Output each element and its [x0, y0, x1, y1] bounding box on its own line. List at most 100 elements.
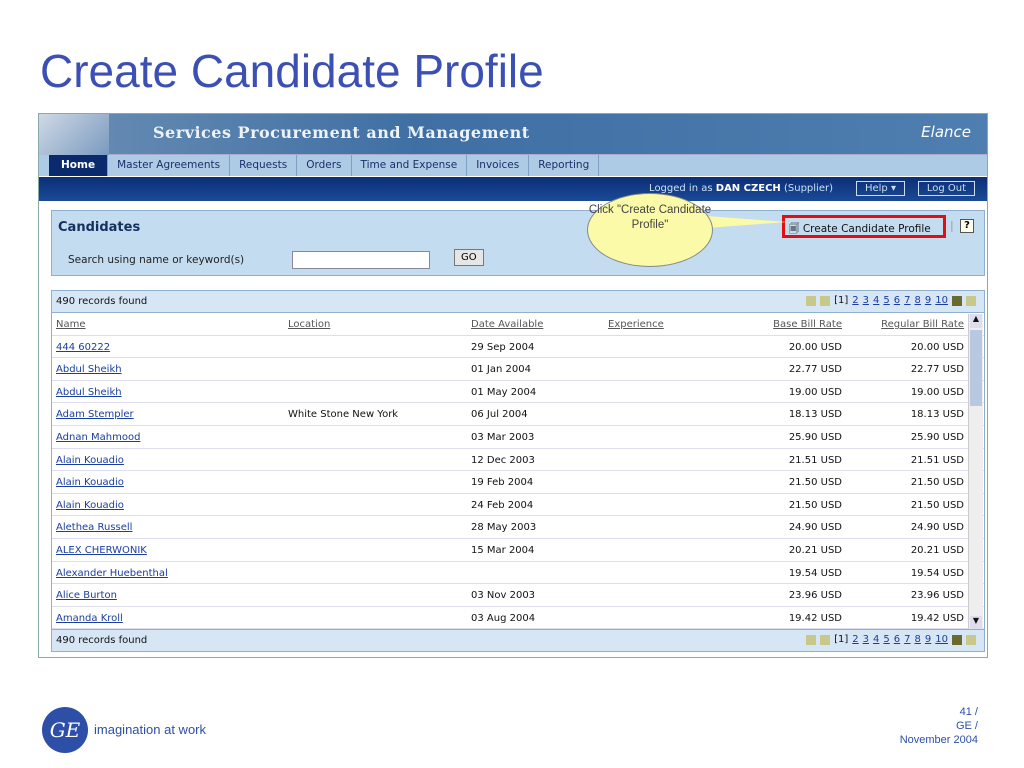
- candidate-link[interactable]: ALEX CHERWONIK: [56, 544, 147, 556]
- slide-title: Create Candidate Profile: [40, 45, 544, 97]
- next-page-icon[interactable]: [952, 295, 962, 306]
- candidates-table: 490 records found [1] 2 3 4 5 6 7 8 9 10 Name Loca…: [51, 290, 985, 652]
- column-header[interactable]: Date Available: [471, 319, 544, 330]
- page-link[interactable]: 5: [883, 634, 890, 645]
- cell: 18.13 USD: [788, 409, 842, 421]
- cell: 20.21 USD: [788, 544, 842, 556]
- tab-home[interactable]: Home: [49, 155, 109, 176]
- column-header[interactable]: Base Bill Rate: [773, 319, 842, 330]
- first-page-icon[interactable]: [806, 295, 817, 306]
- candidate-link[interactable]: Adnan Mahmood: [56, 431, 141, 443]
- search-input[interactable]: [292, 251, 430, 269]
- user-name: DAN CZECH: [715, 183, 781, 194]
- cell: 21.51 USD: [910, 454, 964, 466]
- cell: 25.90 USD: [910, 431, 964, 443]
- candidate-link[interactable]: 444 60222: [56, 341, 111, 353]
- current-page: [1]: [834, 295, 849, 306]
- create-candidate-profile-button[interactable]: 🗐 Create Candidate Profile: [782, 215, 946, 238]
- cell: 19.00 USD: [788, 386, 842, 398]
- cell: 25.90 USD: [788, 431, 842, 443]
- tab-requests[interactable]: Requests: [230, 155, 298, 176]
- candidate-link[interactable]: Alain Kouadio: [56, 499, 124, 511]
- candidate-link[interactable]: Amanda Kroll: [56, 612, 123, 624]
- column-header[interactable]: Name: [56, 319, 86, 330]
- page-link[interactable]: 8: [914, 295, 921, 306]
- login-info: Logged in as DAN CZECH (Supplier): [649, 183, 833, 194]
- candidate-link[interactable]: Adam Stempler: [56, 409, 134, 421]
- candidate-link[interactable]: Alice Burton: [56, 590, 117, 602]
- last-page-icon[interactable]: [966, 295, 976, 306]
- table-row: Alice Burton 03 Nov 2003 23.96 USD 23.96 US…: [52, 584, 984, 607]
- scroll-down-icon[interactable]: ▼: [970, 616, 982, 630]
- document-icon: 🗐: [789, 223, 800, 235]
- page-link[interactable]: 7: [904, 634, 911, 645]
- cell: 20.00 USD: [788, 341, 842, 353]
- page-link[interactable]: 8: [914, 634, 921, 645]
- go-button[interactable]: GO: [454, 249, 484, 266]
- table-row: Adam Stempler White Stone New York 06 Jul …: [52, 403, 984, 426]
- prev-page-icon[interactable]: [820, 634, 831, 645]
- org: GE /: [955, 720, 978, 732]
- tagline: imagination at work: [94, 722, 206, 737]
- prev-page-icon[interactable]: [820, 295, 831, 306]
- cell: 01 Jan 2004: [471, 364, 531, 376]
- slide-date: November 2004: [899, 734, 978, 746]
- help-menu-button[interactable]: Help ▾: [855, 181, 905, 196]
- cell: 03 Nov 2003: [471, 590, 536, 602]
- scrollbar[interactable]: ▲ ▼: [968, 314, 983, 630]
- tab-reporting[interactable]: Reporting: [529, 155, 600, 176]
- cell: 01 May 2004: [471, 386, 537, 398]
- candidate-link[interactable]: Alexander Huebenthal: [56, 567, 168, 579]
- scroll-up-icon[interactable]: ▲: [970, 314, 982, 328]
- candidate-link[interactable]: Alain Kouadio: [56, 477, 124, 489]
- cell: 19.54 USD: [910, 567, 964, 579]
- column-header[interactable]: Location: [288, 319, 331, 330]
- page-link[interactable]: 2: [852, 295, 859, 306]
- tab-invoices[interactable]: Invoices: [467, 155, 530, 176]
- candidate-link[interactable]: Alain Kouadio: [56, 454, 124, 466]
- main-tabs: Home Master Agreements Requests Orders Time …: [39, 155, 987, 177]
- first-page-icon[interactable]: [806, 634, 817, 645]
- instruction-callout: Click "Create Candidate Profile": [587, 193, 713, 267]
- page-link[interactable]: 9: [924, 295, 932, 306]
- cell: 03 Mar 2003: [471, 431, 535, 443]
- cell: 22.77 USD: [788, 364, 842, 376]
- page-link[interactable]: 5: [883, 295, 890, 306]
- current-page: [1]: [834, 634, 849, 645]
- page-link[interactable]: 3: [862, 634, 870, 645]
- page-link[interactable]: 10: [935, 295, 948, 306]
- candidate-link[interactable]: Abdul Sheikh: [56, 386, 122, 398]
- page-link[interactable]: 10: [935, 634, 948, 645]
- cell: 18.13 USD: [910, 409, 964, 421]
- page-link[interactable]: 2: [852, 634, 859, 645]
- last-page-icon[interactable]: [966, 634, 976, 645]
- cell: 24 Feb 2004: [471, 499, 534, 511]
- candidates-panel: Candidates Search using name or keyword(…: [51, 210, 985, 276]
- column-header[interactable]: Regular Bill Rate: [881, 319, 964, 330]
- table-row: Alain Kouadio 12 Dec 2003 21.51 USD 21.51 U…: [52, 449, 984, 472]
- logout-button[interactable]: Log Out: [917, 181, 975, 196]
- tab-master-agreements[interactable]: Master Agreements: [108, 155, 231, 176]
- cell: 20.21 USD: [910, 544, 964, 556]
- cell: 29 Sep 2004: [471, 341, 535, 353]
- cell: 21.50 USD: [910, 477, 964, 489]
- tab-orders[interactable]: Orders: [297, 155, 352, 176]
- candidate-link[interactable]: Abdul Sheikh: [56, 364, 122, 376]
- scroll-thumb[interactable]: [970, 330, 982, 406]
- page-link[interactable]: 9: [924, 634, 932, 645]
- record-count: 490 records found: [56, 296, 148, 307]
- column-header[interactable]: Experience: [608, 319, 664, 330]
- page-link[interactable]: 6: [893, 295, 901, 306]
- page-link[interactable]: 4: [873, 295, 880, 306]
- page-link[interactable]: 4: [873, 634, 880, 645]
- cell: 24.90 USD: [788, 522, 842, 534]
- page-link[interactable]: 3: [862, 295, 870, 306]
- page-link[interactable]: 7: [904, 295, 911, 306]
- candidate-link[interactable]: Alethea Russell: [56, 522, 133, 534]
- help-icon[interactable]: ?: [960, 219, 974, 233]
- tab-time-and-expense[interactable]: Time and Expense: [352, 155, 468, 176]
- user-role: (Supplier): [783, 183, 833, 194]
- next-page-icon[interactable]: [952, 634, 962, 645]
- table-row: Amanda Kroll 03 Aug 2004 19.42 USD 19.42 US…: [52, 607, 984, 630]
- page-link[interactable]: 6: [893, 634, 901, 645]
